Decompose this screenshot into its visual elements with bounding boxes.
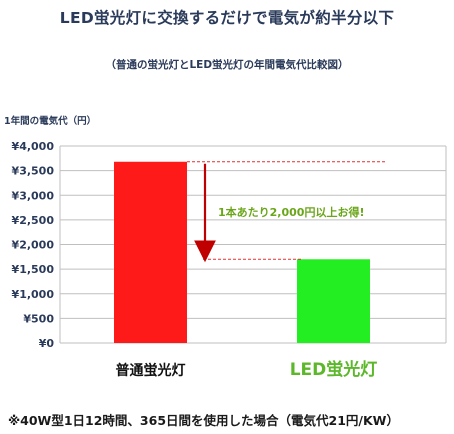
page-title: LED蛍光灯に交換するだけで電気が約半分以下 bbox=[59, 9, 395, 27]
x-label-normal-fluorescent: 普通蛍光灯 bbox=[116, 362, 186, 379]
y-tick-label: ¥3,000 bbox=[12, 189, 55, 202]
bar-led-fluorescent bbox=[297, 259, 370, 343]
bar-chart: 1年間の電気代（円） ¥0 ¥500 ¥1,000 ¥1,500 ¥2,000 ¥2,50… bbox=[4, 115, 447, 380]
bars bbox=[114, 161, 370, 343]
y-tick-label: ¥0 bbox=[39, 337, 55, 350]
y-tick-label: ¥2,500 bbox=[12, 214, 55, 227]
y-tick-label: ¥1,000 bbox=[12, 288, 55, 301]
y-tick-label: ¥3,500 bbox=[12, 165, 55, 178]
x-label-led-fluorescent: LED蛍光灯 bbox=[290, 359, 378, 380]
y-tick-label: ¥500 bbox=[23, 312, 54, 325]
y-tick-label: ¥2,000 bbox=[12, 239, 55, 252]
y-axis-label: 1年間の電気代（円） bbox=[4, 115, 96, 127]
y-tick-label: ¥4,000 bbox=[12, 140, 55, 153]
guide-lines bbox=[187, 161, 385, 263]
page-subtitle: （普通の蛍光灯とLED蛍光灯の年間電気代比較図） bbox=[105, 59, 349, 71]
y-axis-ticks: ¥0 ¥500 ¥1,000 ¥1,500 ¥2,000 ¥2,500 ¥3,000 ¥3,5… bbox=[12, 140, 55, 350]
y-tick-label: ¥1,500 bbox=[12, 263, 55, 276]
bar-normal-fluorescent bbox=[114, 161, 187, 343]
savings-annotation: 1本あたり2,000円以上お得! bbox=[218, 205, 364, 219]
footnote: ※40W型1日12時間、365日間を使用した場合（電気代21円/KW） bbox=[8, 413, 399, 428]
x-axis-labels: 普通蛍光灯 LED蛍光灯 bbox=[116, 359, 378, 380]
